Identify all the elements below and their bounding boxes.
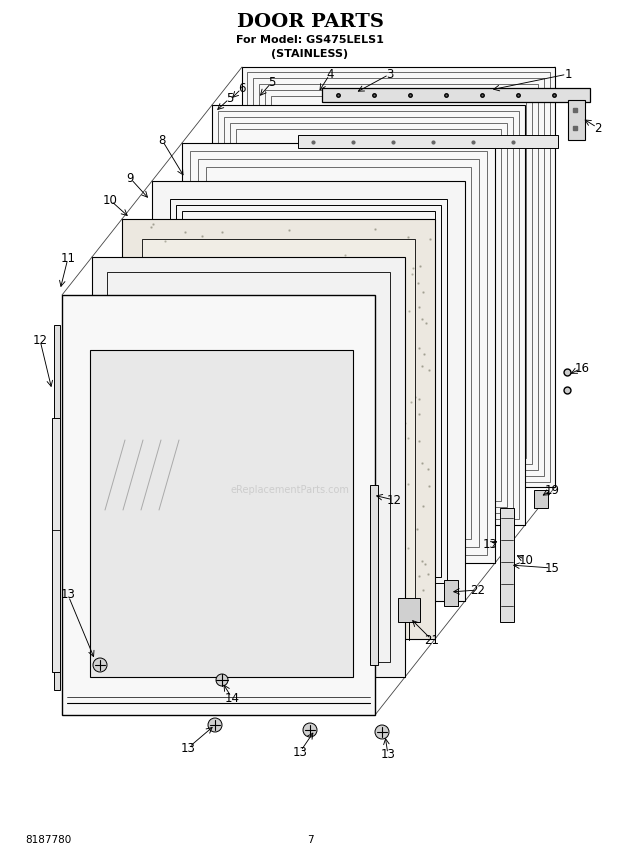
Polygon shape: [398, 598, 420, 622]
Circle shape: [303, 723, 317, 737]
Text: 8187780: 8187780: [25, 835, 71, 845]
Polygon shape: [90, 350, 353, 677]
Polygon shape: [500, 508, 514, 622]
Text: 12: 12: [386, 494, 402, 507]
Text: 1: 1: [564, 68, 572, 80]
Text: 12: 12: [32, 334, 48, 347]
Text: For Model: GS475LELS1: For Model: GS475LELS1: [236, 35, 384, 45]
Text: 5: 5: [226, 92, 234, 104]
Circle shape: [375, 725, 389, 739]
Polygon shape: [122, 219, 435, 639]
Text: eReplacementParts.com: eReplacementParts.com: [231, 485, 350, 495]
Text: 15: 15: [544, 562, 559, 574]
Circle shape: [208, 718, 222, 732]
Text: 10: 10: [102, 193, 117, 206]
Polygon shape: [242, 67, 555, 487]
Polygon shape: [370, 485, 378, 665]
Text: 21: 21: [425, 633, 440, 646]
Text: 2: 2: [594, 122, 602, 134]
Text: 7: 7: [307, 835, 313, 845]
Polygon shape: [534, 490, 548, 508]
Text: 14: 14: [224, 692, 239, 704]
Text: DOOR PARTS: DOOR PARTS: [237, 13, 383, 31]
Polygon shape: [568, 100, 585, 140]
Polygon shape: [104, 307, 114, 597]
Polygon shape: [322, 88, 590, 102]
Text: 16: 16: [575, 361, 590, 375]
Polygon shape: [142, 239, 415, 619]
Polygon shape: [182, 143, 495, 563]
Text: 13: 13: [293, 746, 308, 758]
Text: 13: 13: [180, 741, 195, 754]
Polygon shape: [212, 105, 525, 525]
Circle shape: [216, 674, 228, 686]
Text: 13: 13: [482, 538, 497, 551]
Polygon shape: [52, 418, 60, 672]
Polygon shape: [298, 135, 558, 148]
Text: 3: 3: [386, 68, 394, 80]
Text: 22: 22: [471, 584, 485, 597]
Circle shape: [93, 658, 107, 672]
Polygon shape: [444, 580, 458, 606]
Text: 5: 5: [268, 75, 276, 88]
Text: 13: 13: [381, 748, 396, 762]
Text: 6: 6: [238, 81, 246, 94]
Text: 13: 13: [61, 589, 76, 602]
Polygon shape: [62, 295, 375, 715]
Text: 19: 19: [544, 484, 559, 496]
Text: 4: 4: [326, 68, 334, 80]
Text: 8: 8: [158, 134, 166, 146]
Polygon shape: [92, 257, 405, 677]
Text: 9: 9: [126, 171, 134, 185]
Text: 10: 10: [518, 554, 533, 567]
Text: 11: 11: [61, 252, 76, 265]
Polygon shape: [54, 425, 60, 450]
Polygon shape: [152, 181, 465, 601]
Text: (STAINLESS): (STAINLESS): [272, 49, 348, 59]
Polygon shape: [54, 325, 60, 690]
